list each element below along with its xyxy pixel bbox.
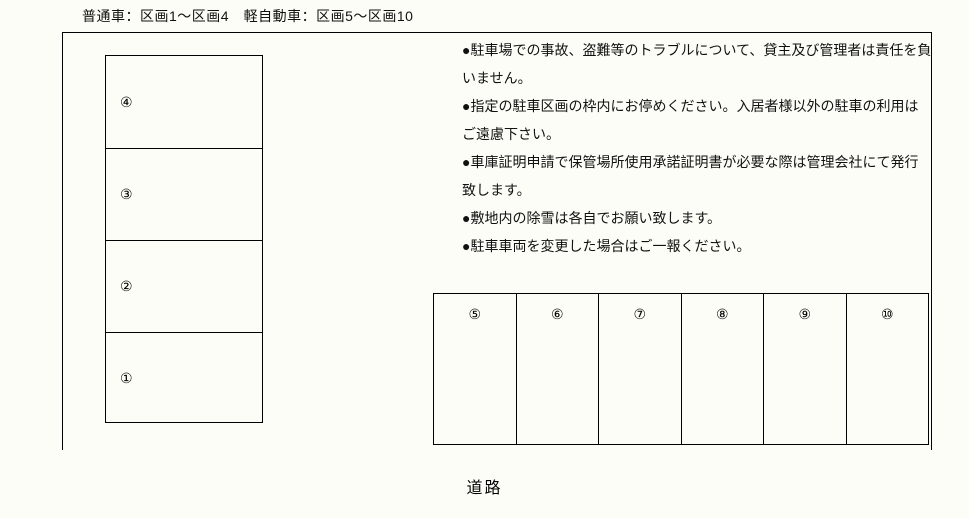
note-1-text: ●駐車場での事故、盗難等のトラブルについて、貸主及び管理者は責任を負いません。	[462, 36, 932, 92]
note-4: ●敷地内の除雪は各自でお願い致します。	[462, 204, 932, 232]
note-3: ●車庫証明申請で保管場所使用承諾証明書が必要な際は管理会社にて発行致します。	[462, 148, 932, 204]
slot-10: ⑩	[846, 294, 929, 444]
slot-4-label: ④	[120, 94, 133, 111]
slot-5: ⑤	[434, 294, 516, 444]
slot-3-label: ③	[120, 186, 133, 203]
slot-2-label: ②	[120, 278, 133, 295]
left-slot-group: ④ ③ ② ①	[105, 55, 263, 423]
slot-8-label: ⑧	[716, 306, 729, 322]
note-2-text: ●指定の駐車区画の枠内にお停めください。入居者様以外の駐車の利用はご遠慮下さい。	[462, 92, 932, 148]
note-2: ●指定の駐車区画の枠内にお停めください。入居者様以外の駐車の利用はご遠慮下さい。	[462, 92, 932, 148]
note-5-text: ●駐車車両を変更した場合はご一報ください。	[462, 232, 932, 260]
right-slot-group: ⑤ ⑥ ⑦ ⑧ ⑨ ⑩	[433, 293, 929, 445]
header-category-line: 普通車：区画1～区画4 軽自動車：区画5～区画10	[82, 6, 413, 26]
slot-7: ⑦	[598, 294, 681, 444]
road-label: 道路	[0, 474, 969, 498]
note-1: ●駐車場での事故、盗難等のトラブルについて、貸主及び管理者は責任を負いません。	[462, 36, 932, 92]
slot-6-label: ⑥	[551, 306, 564, 322]
note-5: ●駐車車両を変更した場合はご一報ください。	[462, 232, 932, 260]
note-3-text: ●車庫証明申請で保管場所使用承諾証明書が必要な際は管理会社にて発行致します。	[462, 148, 932, 204]
slot-1-label: ①	[120, 370, 133, 387]
slot-1: ①	[106, 332, 262, 424]
slot-2: ②	[106, 240, 262, 332]
slot-9: ⑨	[763, 294, 846, 444]
slot-6: ⑥	[516, 294, 599, 444]
slot-4: ④	[106, 56, 262, 148]
slot-8: ⑧	[681, 294, 764, 444]
notes-block: ●駐車場での事故、盗難等のトラブルについて、貸主及び管理者は責任を負いません。 …	[462, 36, 932, 260]
slot-10-label: ⑩	[881, 306, 894, 322]
slot-3: ③	[106, 148, 262, 240]
slot-5-label: ⑤	[468, 306, 481, 322]
slot-7-label: ⑦	[633, 306, 646, 322]
slot-9-label: ⑨	[798, 306, 811, 322]
note-4-text: ●敷地内の除雪は各自でお願い致します。	[462, 204, 932, 232]
